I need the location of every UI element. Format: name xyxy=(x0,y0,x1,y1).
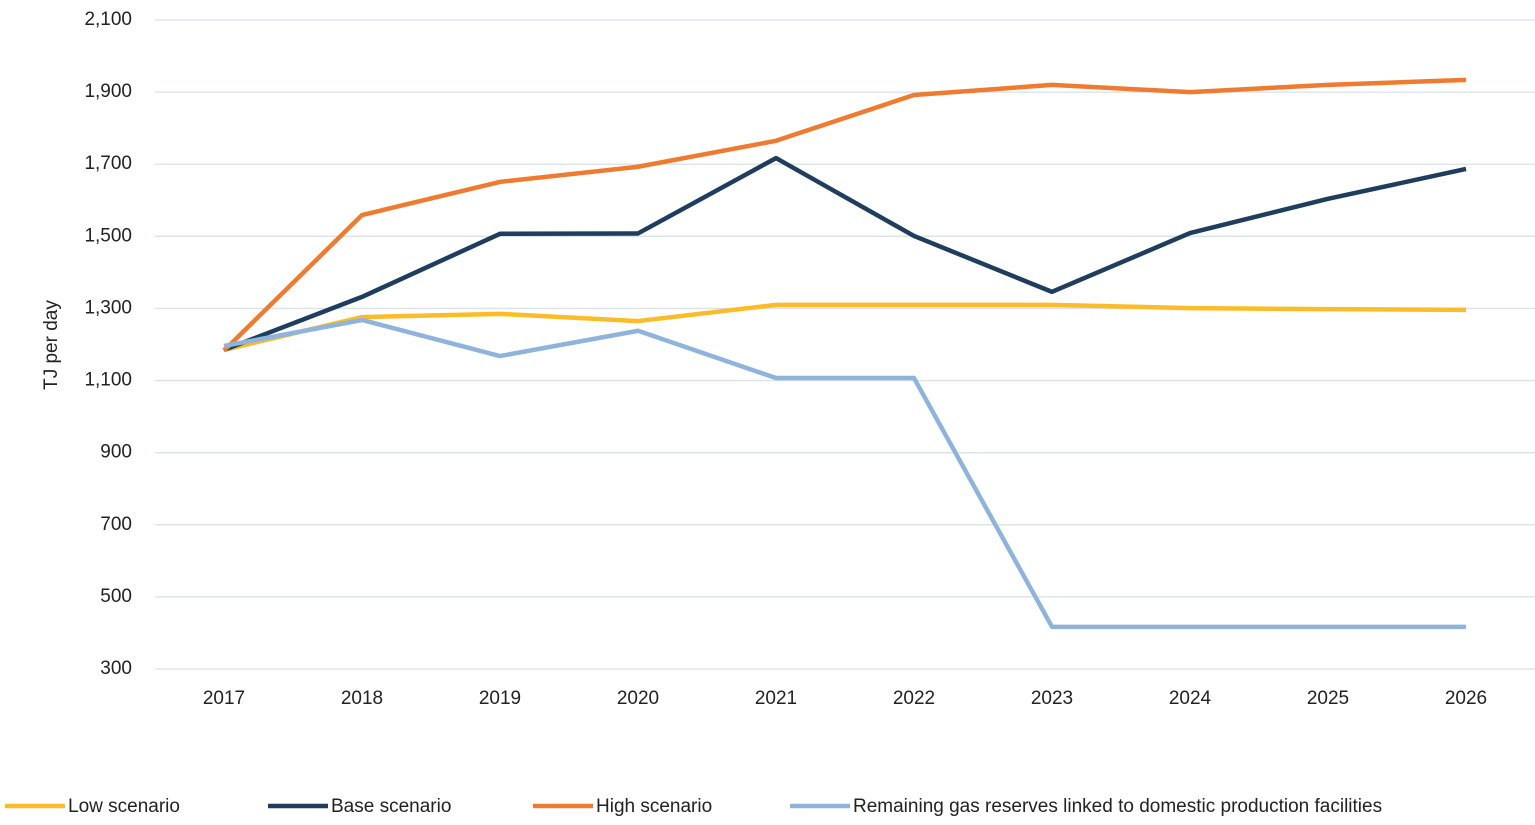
x-tick-label: 2022 xyxy=(893,688,935,709)
series-line xyxy=(223,155,1467,353)
x-tick-label: 2019 xyxy=(479,688,521,709)
series-line xyxy=(223,317,1466,630)
series-line xyxy=(222,77,1467,353)
y-tick-label: 500 xyxy=(100,586,132,607)
y-tick-label: 1,100 xyxy=(84,370,132,391)
legend-label: High scenario xyxy=(596,796,712,817)
y-tick-label: 1,300 xyxy=(84,297,132,318)
y-tick-label: 300 xyxy=(100,658,132,679)
y-tick-label: 900 xyxy=(100,442,132,463)
x-tick-label: 2025 xyxy=(1307,688,1349,709)
y-tick-label: 2,100 xyxy=(84,9,132,30)
x-tick-label: 2023 xyxy=(1031,688,1073,709)
legend-label: Remaining gas reserves linked to domesti… xyxy=(853,796,1382,817)
x-tick-label: 2018 xyxy=(341,688,383,709)
y-tick-label: 1,700 xyxy=(84,153,132,174)
x-tick-label: 2024 xyxy=(1169,688,1212,709)
y-tick-label: 1,500 xyxy=(84,225,132,246)
legend-label: Low scenario xyxy=(68,796,180,817)
x-tick-label: 2017 xyxy=(203,688,245,709)
x-tick-label: 2021 xyxy=(755,688,797,709)
x-tick-label: 2026 xyxy=(1445,688,1487,709)
y-tick-label: 700 xyxy=(100,514,132,535)
x-tick-label: 2020 xyxy=(617,688,659,709)
series-line xyxy=(223,302,1467,353)
y-axis-label: TJ per day xyxy=(41,300,62,390)
legend-label: Base scenario xyxy=(331,796,451,817)
y-tick-label: 1,900 xyxy=(84,81,132,102)
